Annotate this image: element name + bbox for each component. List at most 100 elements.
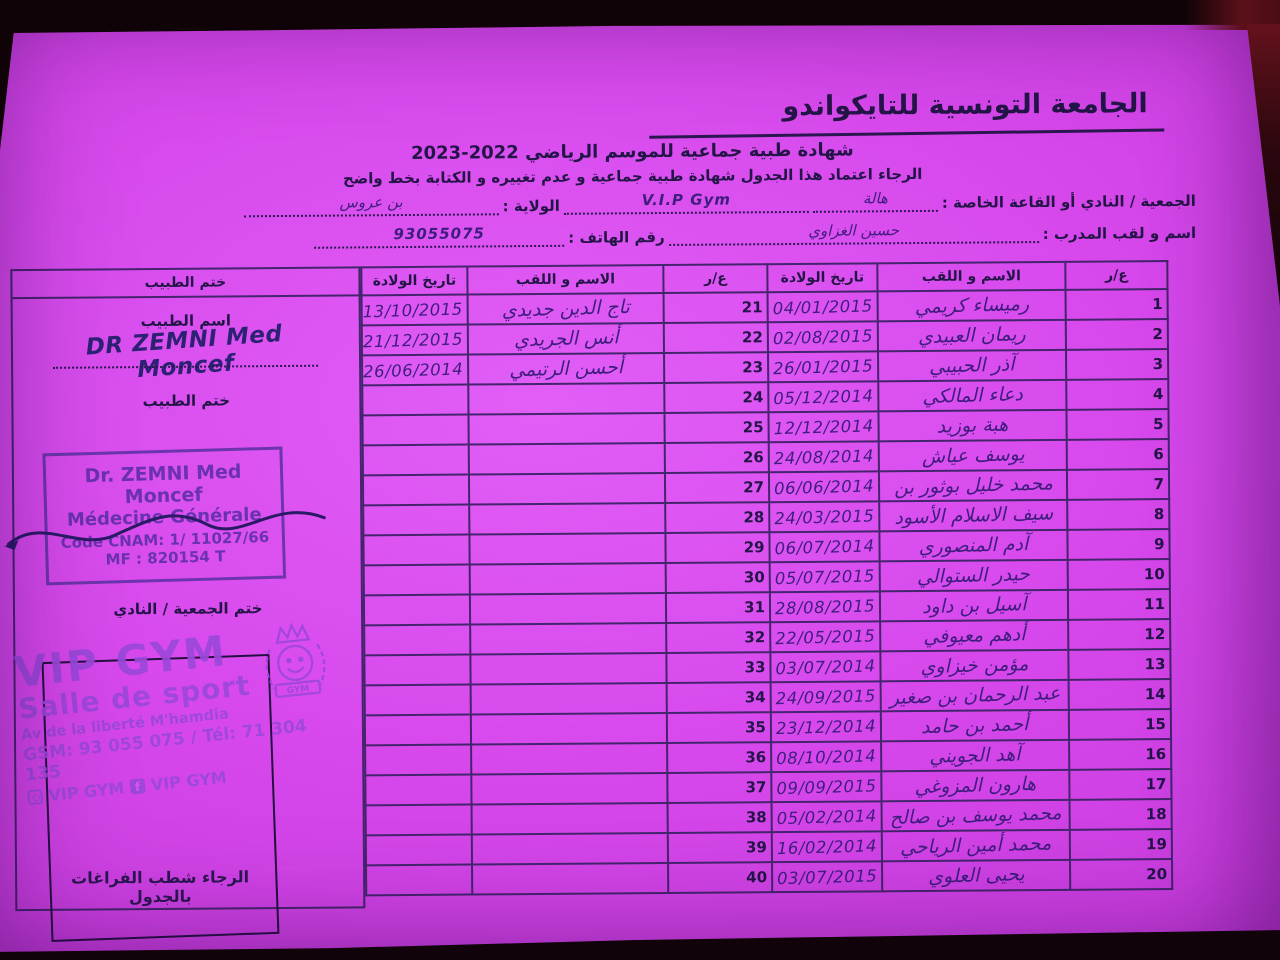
dob-cell: 26/01/2015 [767,351,879,383]
dob-cell: 06/07/2014 [769,531,880,563]
club-value-latin: V.I.P Gym [641,190,732,210]
name-cell [471,832,669,865]
name-cell [472,862,669,895]
name-cell [469,503,666,535]
federation-title: الجامعة التونسية للتايكواندو [782,88,1148,123]
dob-cell [365,774,472,806]
serial-cell: 1 [1065,289,1168,320]
name-header-2: الاسم و اللقب [467,265,664,295]
club-value-latin-field: V.I.P Gym [563,186,809,215]
dob-cell: 02/08/2015 [767,321,878,353]
name-cell: محمد خليل بوثور بن [878,469,1068,502]
name-cell: هبة بوزيد [878,409,1067,442]
serial-cell: 39 [667,832,773,863]
stamp-doctor-name: Dr. ZEMNI Med Moncef [84,460,242,509]
club-value-field: هالة [812,185,938,213]
gym-logo-icon: GYM [265,622,326,698]
name-cell [469,533,666,565]
dob-cell: 06/06/2014 [768,471,880,503]
serial-cell: 36 [667,742,772,773]
name-cell: يحيى العلوي [882,859,1071,892]
serial-cell: 22 [663,322,768,354]
serial-cell: 28 [665,502,770,534]
dob-cell: 21/12/2015 [361,324,469,356]
serial-cell: 2 [1065,319,1168,350]
dob-cell [365,834,473,866]
name-cell [468,383,665,415]
serial-cell: 34 [666,682,771,713]
dob-cell: 26/06/2014 [362,354,469,386]
name-cell: رميساء كريمي [877,289,1066,322]
state-value-field: بن عروس [243,189,499,218]
doctor-stamp-label: ختم الطبيب [142,391,231,411]
gym-stamp: GYM VIP GYM Salle de sport Av de la libe… [12,620,334,807]
dob-cell: 03/07/2014 [770,651,881,683]
trainer-phone-row: اسم و لقب المدرب : حسين الغزاوي رقم الها… [314,216,1196,249]
dob-cell: 24/03/2015 [769,501,880,533]
serial-cell: 15 [1068,709,1172,740]
dob-cell: 23/12/2014 [770,711,882,743]
name-cell [468,413,665,445]
serial-cell: 6 [1066,439,1169,470]
instagram-icon [26,789,44,806]
serial-cell: 32 [666,622,771,653]
dob-cell [365,804,472,836]
serial-header-2: ع/ر [663,264,768,294]
serial-cell: 33 [666,652,771,683]
name-cell: أحسن الرتيمي [468,353,665,385]
serial-cell: 3 [1065,349,1169,380]
name-cell: سيف الاسلام الأسود [879,499,1068,532]
serial-cell: 24 [664,382,769,414]
name-cell [470,712,668,745]
dob-cell [366,864,473,896]
name-cell [471,772,668,805]
club-label: الجمعية / النادي أو القاعة الخاصة : [941,191,1196,212]
name-cell: عبد الرحمان بن صغير [880,679,1069,712]
dob-cell: 08/10/2014 [771,741,882,773]
dob-cell: 13/10/2015 [361,294,468,326]
name-cell [471,742,668,775]
doctor-stamp-header: ختم الطبيب [12,268,359,300]
dob-cell: 05/12/2014 [768,381,879,413]
serial-cell: 11 [1067,589,1171,620]
phone-label: رقم الهاتف : [568,227,665,247]
dob-cell: 24/09/2015 [770,681,881,713]
crossout-note: الرجاء شطب الفراغات بالجدول [71,867,250,907]
trainer-value-field: حسين الغزاوي [668,217,1039,246]
table-row: 20 يحيى العلوي 03/07/2015 40 [366,859,1173,896]
name-cell: آدم المنصوري [879,529,1068,562]
name-cell: يوسف عياش [878,439,1067,472]
name-cell [469,593,667,625]
serial-cell: 27 [664,472,770,504]
name-cell: حيدر الستوالي [879,559,1068,592]
name-cell: أدهم معيوفي [880,619,1069,652]
name-header-1: الاسم و اللقب [877,261,1066,292]
name-cell: أنس الجريدي [467,323,665,355]
name-cell: تاج الدين جديدي [467,293,664,325]
serial-cell: 10 [1067,559,1170,590]
dob-cell: 05/07/2015 [769,561,880,593]
dob-cell [363,594,471,626]
name-cell [470,652,667,685]
name-cell: آذر الحبيبي [877,349,1067,382]
dob-cell: 03/07/2015 [772,861,883,893]
serial-cell: 38 [667,802,772,833]
serial-cell: 23 [664,352,769,384]
trainer-label: اسم و لقب المدرب : [1042,223,1197,244]
doctor-cnam-stamp: Dr. ZEMNI Med Moncef Médecine Générale C… [42,446,287,586]
birthdate-header-1: تاريخ الولادة [767,263,878,293]
dob-cell [364,684,471,716]
dob-cell [364,714,472,746]
dob-cell: 16/02/2014 [771,831,883,863]
dob-cell: 12/12/2014 [768,411,879,443]
serial-cell: 7 [1066,469,1170,500]
serial-cell: 18 [1069,799,1172,830]
name-cell [470,623,667,655]
dob-cell [364,624,471,656]
serial-cell: 31 [665,592,771,624]
name-cell [470,682,667,715]
dob-cell: 05/02/2014 [771,801,882,833]
name-cell: دعاء المالكي [878,379,1067,412]
